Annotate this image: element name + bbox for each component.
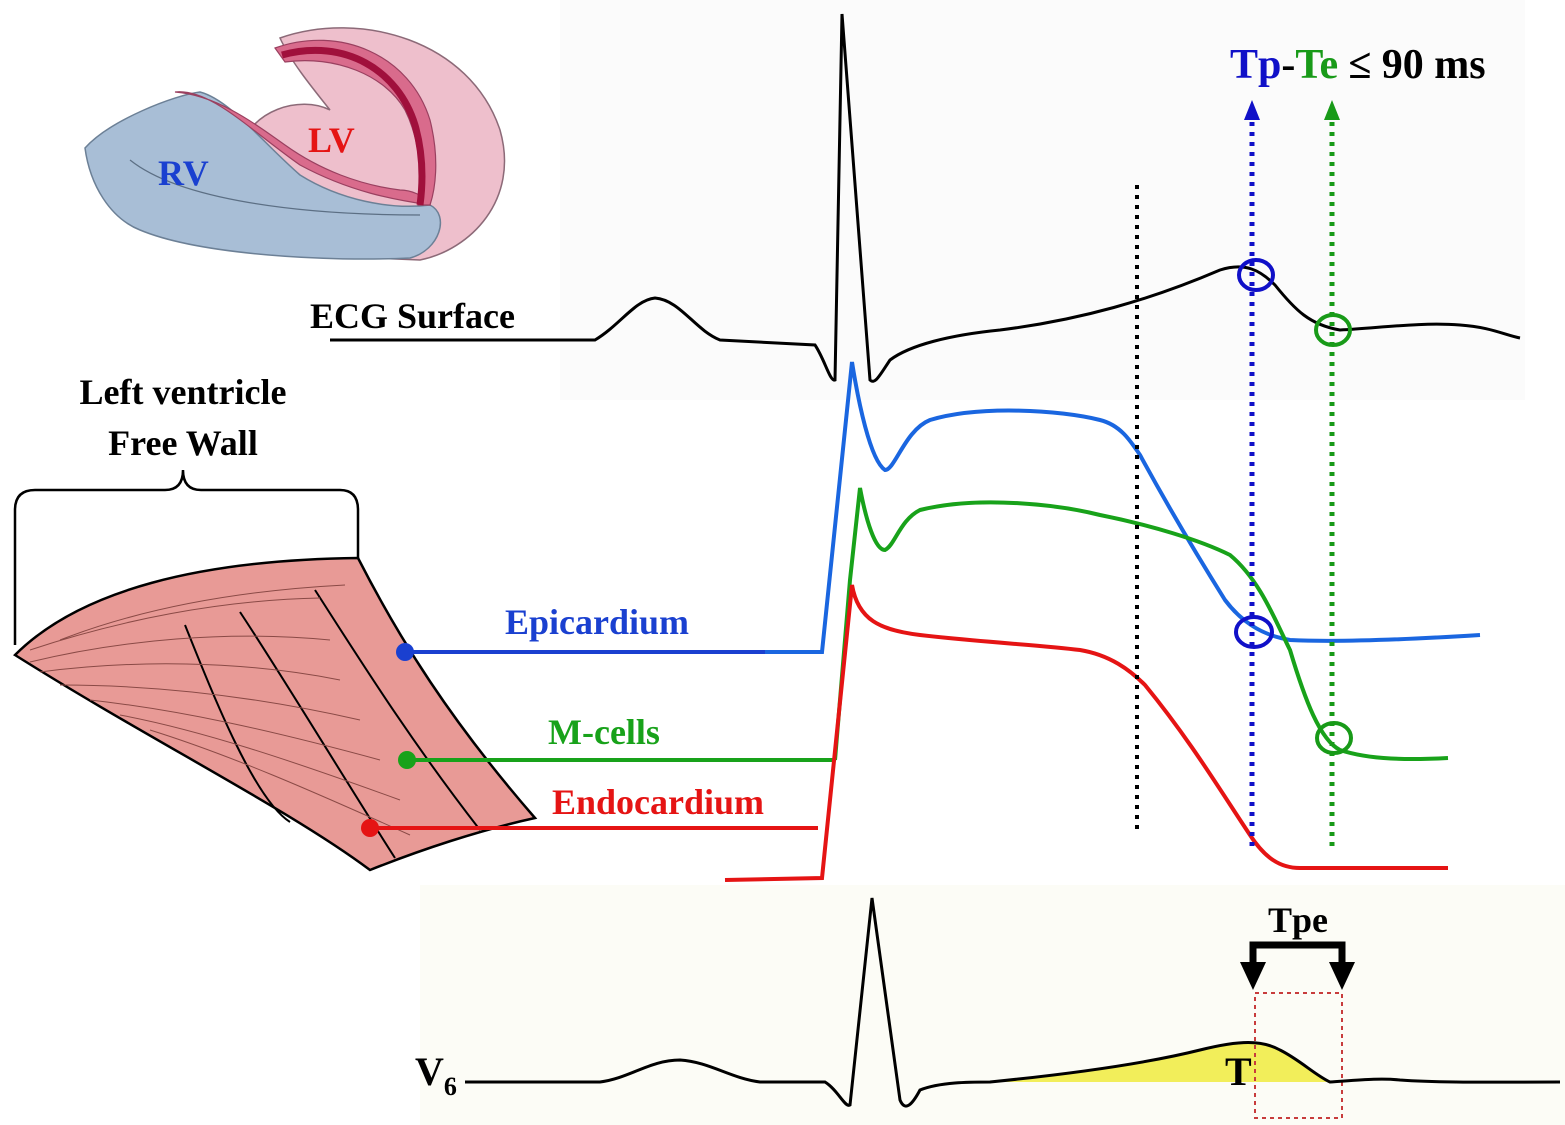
tp-circle-ecg (1237, 258, 1275, 292)
v6-subscript: 6 (444, 1072, 457, 1101)
tp-circle-epicardium (1234, 615, 1274, 649)
tissue-layer-3 (314, 589, 481, 831)
m-cells-dot (398, 751, 416, 769)
lv-label: LV (308, 120, 355, 160)
tpte-title: Tp-Te ≤ 90 ms (1230, 42, 1486, 88)
ecg-surface-trace (330, 13, 1521, 383)
tp-arrowhead-icon (1244, 100, 1260, 120)
ecg-surface-label: ECG Surface (310, 296, 515, 336)
left-ventricle-label-line1: Left ventricle (80, 372, 287, 412)
tpe-right-arrow-icon (1329, 962, 1355, 990)
te-text: Te (1295, 42, 1338, 88)
epicardium-label: Epicardium (505, 602, 689, 642)
t-wave-fill (990, 1042, 1330, 1082)
te-arrowhead-icon (1324, 100, 1340, 120)
tpte-value: ≤ 90 ms (1348, 42, 1485, 88)
rv-label: RV (158, 153, 209, 193)
ecg-surface-group: ECG Surface (310, 13, 1521, 383)
v6-label: V6 (415, 1049, 457, 1101)
endocardium-label: Endocardium (552, 782, 764, 822)
te-circle-ecg (1314, 313, 1352, 347)
v6-panel-background (420, 885, 1565, 1125)
v6-group: V6 T Tpe (415, 897, 1561, 1119)
left-ventricle-label-line2: Free Wall (108, 423, 258, 463)
ecg-panel-background (560, 0, 1525, 400)
heart-cross-section: LV RV (84, 27, 506, 261)
tpe-left-arrow-icon (1240, 962, 1266, 990)
epicardium-action-potential (765, 361, 1481, 654)
layer-connectors: Epicardium M-cells Endocardium (361, 602, 835, 837)
markers (1135, 100, 1353, 850)
tpe-label: Tpe (1268, 900, 1328, 940)
v6-trace (465, 897, 1561, 1108)
tpe-interval-box (1254, 992, 1343, 1119)
tpe-bracket (1249, 941, 1346, 965)
free-wall-tissue: Left ventricle Free Wall (13, 372, 538, 872)
tp-text: Tp (1230, 42, 1281, 88)
endocardium-dot (361, 819, 379, 837)
action-potentials (724, 361, 1481, 882)
tpte-dash: - (1281, 42, 1295, 88)
tissue-layer-1 (184, 624, 291, 823)
tissue-fibers (29, 584, 411, 836)
m-cells-label: M-cells (548, 712, 660, 752)
t-wave-label: T (1225, 1049, 1252, 1094)
tissue-block (13, 556, 538, 872)
endocardium-action-potential (724, 584, 1448, 882)
te-circle-m-cells (1315, 721, 1353, 755)
m-cells-action-potential (833, 487, 1449, 762)
epicardium-dot (396, 643, 414, 661)
curly-brace (13, 469, 360, 645)
rv-inner-line (129, 159, 421, 216)
lv-wall-stripe (281, 47, 426, 206)
v6-letter: V (415, 1049, 444, 1094)
lv-free-wall (274, 39, 437, 206)
